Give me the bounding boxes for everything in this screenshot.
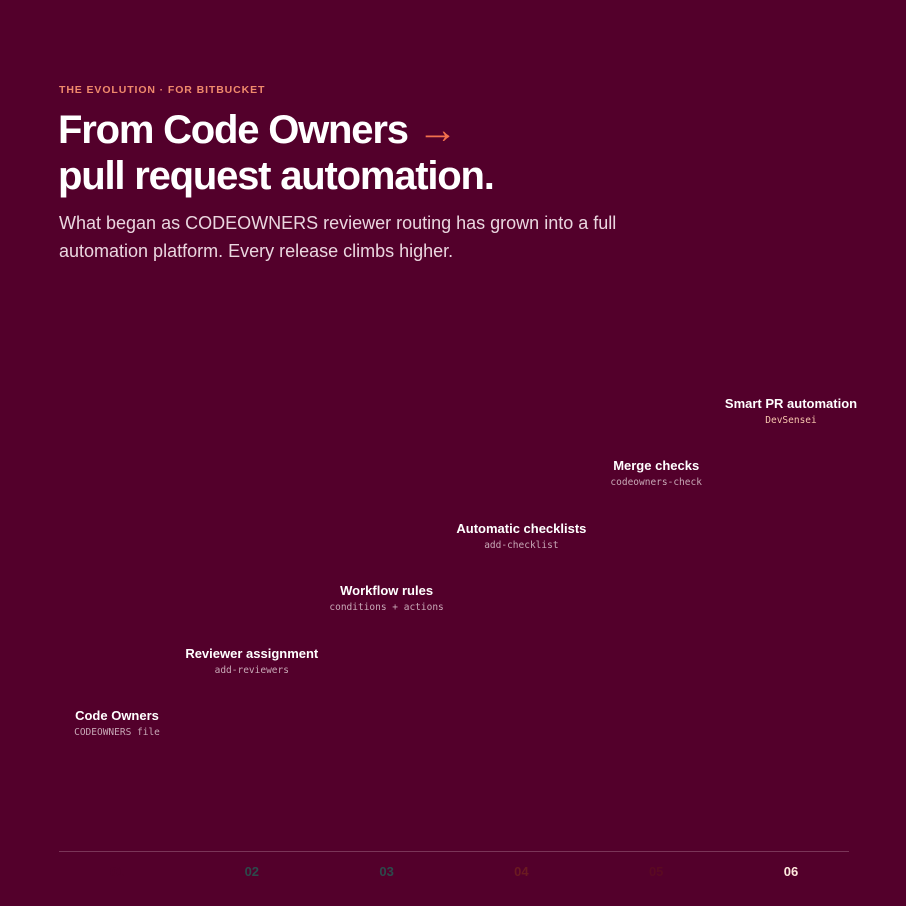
step-number: 06: [783, 864, 799, 879]
step-command: add-checklist: [484, 539, 559, 551]
step-number: 04: [514, 864, 529, 879]
step-command: DevSensei: [765, 414, 817, 426]
headline-line-1: From Code Owners: [58, 108, 409, 152]
step-05: Merge checks codeowners-check 05: [598, 458, 714, 879]
step-command: CODEOWNERS file: [74, 727, 160, 738]
step-02: Reviewer assignment add-reviewers 02: [185, 646, 318, 880]
eyebrow-label: THE EVOLUTION · FOR BITBUCKET: [59, 84, 266, 96]
step-label: Reviewer assignment add-reviewers: [184, 646, 320, 677]
step-title: Automatic checklists: [456, 520, 587, 536]
step-label: Workflow rules conditions + actions: [319, 583, 455, 614]
headline-line-2: pull request automation.: [58, 154, 495, 198]
step-number: 03: [379, 864, 394, 879]
step-command: codeowners-check: [610, 477, 702, 488]
step-label: Code Owners CODEOWNERS file: [49, 708, 185, 739]
step-command: add-reviewers: [214, 664, 289, 676]
step-number: 01: [109, 864, 125, 879]
arrow-right-icon: →: [417, 108, 458, 152]
step-06: Smart PR automation DevSensei 06: [725, 396, 857, 880]
step-title: Smart PR automation: [724, 395, 858, 411]
step-title: Reviewer assignment: [185, 645, 319, 661]
lead-paragraph: What began as CODEOWNERS reviewer routin…: [59, 213, 617, 261]
step-number: 02: [244, 864, 260, 879]
step-title: Workflow rules: [340, 583, 434, 598]
step-title: Code Owners: [75, 708, 159, 723]
step-label: Merge checks codeowners-check: [588, 458, 724, 489]
step-03: Workflow rules conditions + actions 03: [329, 583, 445, 879]
step-title: Merge checks: [613, 458, 700, 473]
step-04: Automatic checklists add-checklist 04: [456, 521, 586, 880]
step-01: Code Owners CODEOWNERS file 01: [59, 708, 175, 879]
step-command: conditions + actions: [329, 602, 444, 613]
headline: From Code Owners → pull request automati…: [58, 107, 495, 199]
step-label: Automatic checklists add-checklist: [453, 521, 589, 552]
baseline-divider: [59, 851, 849, 852]
step-number: 05: [648, 864, 664, 879]
step-label: Smart PR automation DevSensei: [723, 396, 859, 427]
